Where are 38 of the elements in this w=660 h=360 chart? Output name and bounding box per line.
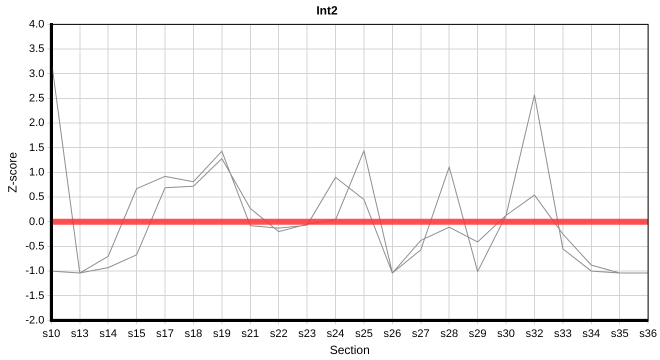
- x-tick-label: s23: [298, 328, 316, 340]
- x-tick-label: s19: [212, 328, 231, 340]
- y-tick-label: -0.5: [25, 240, 44, 252]
- x-tick-label: s36: [639, 328, 658, 340]
- x-tick-label: s30: [497, 328, 515, 340]
- x-tick-label: s26: [383, 328, 402, 340]
- x-tick-label: s27: [412, 328, 430, 340]
- y-tick-label: 3.5: [29, 43, 44, 56]
- x-tick-label: s13: [70, 328, 89, 340]
- x-tick-label: s33: [554, 328, 572, 340]
- x-tick-label: s34: [582, 328, 600, 340]
- x-tick-label: s29: [468, 328, 486, 340]
- y-tick-label: 2.5: [29, 92, 44, 104]
- x-tick-label: s17: [156, 328, 174, 340]
- y-tick-label: 1.0: [29, 166, 44, 178]
- y-tick-label: 0.0: [29, 216, 44, 228]
- x-tick-label: s10: [42, 328, 60, 340]
- y-tick-label: 1.5: [29, 142, 44, 154]
- x-tick-label: s24: [326, 328, 344, 340]
- x-tick-label: s15: [128, 328, 146, 340]
- x-tick-label: s32: [526, 328, 544, 340]
- y-tick-label: 0.5: [29, 191, 44, 204]
- y-tick-label: -2.0: [25, 314, 44, 326]
- x-tick-label: s14: [99, 328, 118, 340]
- y-tick-label: -1.0: [25, 265, 44, 278]
- y-tick-label: 2.0: [29, 117, 44, 130]
- y-tick-label: 4.0: [29, 18, 44, 30]
- chart-title: Int2: [316, 4, 338, 18]
- y-tick-label: 3.0: [29, 68, 44, 80]
- y-axis-title: Z-score: [6, 152, 20, 193]
- x-tick-label: s25: [355, 328, 373, 340]
- x-tick-label: s28: [440, 328, 458, 340]
- y-tick-label: -1.5: [25, 290, 44, 302]
- x-tick-label: s18: [184, 328, 202, 340]
- x-tick-label: s21: [241, 328, 260, 340]
- x-axis-title: Section: [330, 343, 370, 358]
- x-tick-label: s22: [270, 328, 288, 340]
- x-tick-label: s35: [610, 328, 629, 340]
